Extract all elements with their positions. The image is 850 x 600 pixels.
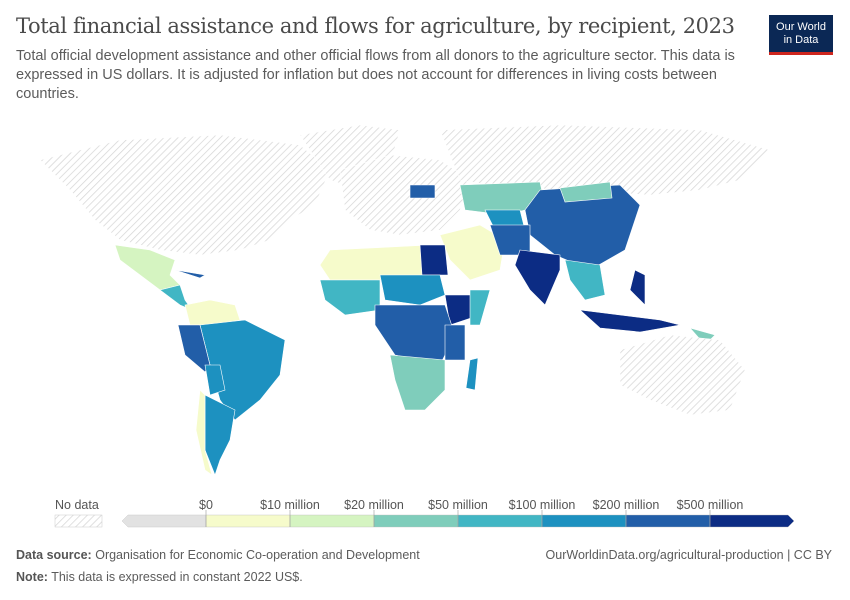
country-indonesia[interactable]: [579, 309, 681, 333]
legend-bin-swatch: [289, 514, 375, 528]
country-bolivia[interactable]: [204, 364, 226, 396]
legend-bin-label: $50 million: [428, 498, 488, 512]
data-source: Data source: Organisation for Economic C…: [16, 548, 420, 562]
legend-bin-swatch: [625, 514, 711, 528]
country-cuba[interactable]: [174, 269, 206, 279]
country-somalia[interactable]: [469, 289, 491, 326]
country-middle-east[interactable]: [439, 224, 506, 281]
country-east-africa[interactable]: [444, 324, 466, 361]
legend-bin-label: $100 million: [508, 498, 576, 512]
logo-line-2: in Data: [783, 33, 819, 46]
color-legend: [54, 510, 795, 528]
country-central-africa[interactable]: [374, 304, 456, 366]
legend-no-data-label: No data: [55, 498, 99, 512]
legend-bin-swatch: [205, 514, 291, 528]
legend-bin-label: $20 million: [344, 498, 404, 512]
legend-bin-swatch: [709, 514, 795, 528]
country-philippines[interactable]: [629, 269, 646, 306]
legend-bin-swatch: [457, 514, 543, 528]
source-label: Data source:: [16, 548, 92, 562]
note-text: This data is expressed in constant 2022 …: [51, 570, 303, 584]
legend-bin-label: $500 million: [676, 498, 744, 512]
legend-bin-label: $200 million: [592, 498, 660, 512]
legend-bin-label: $0: [199, 498, 213, 512]
country-se-asia[interactable]: [564, 259, 606, 301]
country-mongolia[interactable]: [559, 181, 613, 203]
note-label: Note:: [16, 570, 48, 584]
country-mexico[interactable]: [114, 244, 181, 291]
country-egypt[interactable]: [419, 244, 449, 276]
chart-subtitle: Total official development assistance an…: [16, 48, 735, 102]
country-west-africa[interactable]: [319, 279, 381, 316]
country-chile[interactable]: [195, 389, 213, 476]
country-southern-africa[interactable]: [389, 354, 446, 411]
source-url-link[interactable]: OurWorldinData.org/agricultural-producti…: [545, 548, 832, 562]
country-australia[interactable]: [619, 334, 746, 416]
legend-bin-label: $10 million: [260, 498, 320, 512]
country-ukraine[interactable]: [409, 184, 436, 199]
country-europe[interactable]: [339, 154, 471, 236]
owid-logo[interactable]: Our World in Data: [769, 15, 833, 55]
country-india[interactable]: [514, 249, 561, 306]
source-text: Organisation for Economic Co-operation a…: [95, 548, 420, 562]
chart-title: Total financial assistance and flows for…: [16, 14, 735, 38]
logo-line-1: Our World: [776, 20, 826, 33]
country-sahel[interactable]: [379, 274, 446, 306]
country-russia[interactable]: [439, 124, 771, 196]
legend-bin-swatch: [541, 514, 627, 528]
world-map[interactable]: [0, 110, 850, 490]
note: Note: This data is expressed in constant…: [16, 570, 303, 584]
legend-below-zero-swatch: [121, 514, 207, 528]
country-madagascar[interactable]: [465, 357, 479, 391]
legend-bin-swatch: [373, 514, 459, 528]
country-north-america[interactable]: [39, 134, 331, 256]
legend-no-data-swatch: [54, 514, 103, 528]
